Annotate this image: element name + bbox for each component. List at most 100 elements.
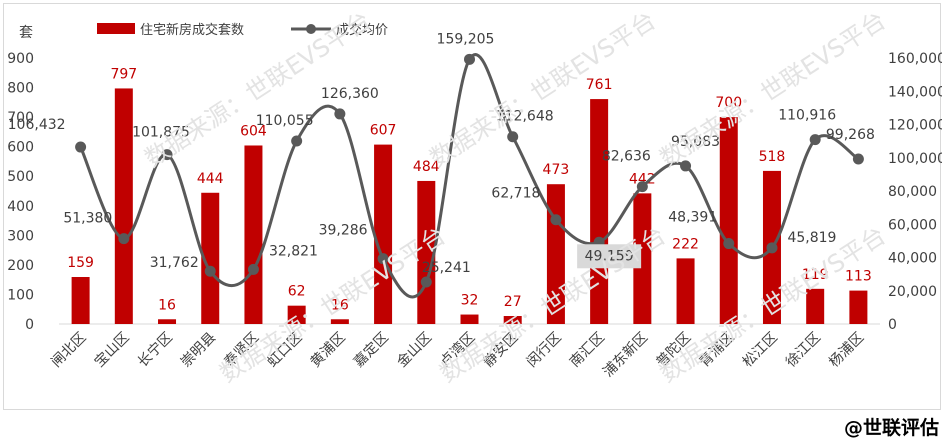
line-value-label: 106,432 (8, 117, 66, 133)
category-label: 浦东新区 (600, 330, 651, 381)
bar-value-label: 16 (158, 297, 176, 313)
bar-value-label: 473 (543, 162, 570, 178)
left-axis-tick: 800 (7, 81, 34, 97)
category-label: 南汇区 (567, 330, 608, 371)
price-point (550, 214, 562, 226)
bar (676, 258, 695, 324)
left-axis-tick: 900 (7, 51, 34, 67)
chart-area: 0 100 200 300 400 500 600 700 800 900 套 0 20,000 40,0… (3, 3, 942, 410)
category-label: 闵行区 (524, 330, 565, 371)
line-value-label: 31,762 (150, 255, 199, 271)
price-point (507, 131, 519, 143)
line-value-label: 25,241 (422, 260, 471, 276)
line-value-label: 32,821 (269, 243, 318, 259)
line-value-label: 110,055 (256, 113, 314, 129)
bar (633, 193, 652, 324)
price-point (852, 153, 864, 165)
line-value-label: 126,360 (321, 86, 379, 102)
bar-value-label: 797 (110, 66, 137, 82)
right-axis-tick: 40,000 (888, 251, 937, 267)
right-axis-tick: 120,000 (888, 118, 942, 134)
bar-value-label: 518 (759, 149, 786, 165)
bar (417, 180, 436, 324)
category-label: 杨浦区 (826, 330, 867, 371)
bar (114, 88, 133, 324)
bar-value-label: 607 (370, 123, 397, 139)
price-point (161, 149, 173, 161)
price-point (247, 263, 259, 275)
bar (503, 316, 522, 324)
bar-value-label: 604 (240, 123, 267, 139)
bar-value-label: 222 (672, 236, 699, 252)
legend-label-line: 成交均价 (336, 22, 388, 38)
price-point (464, 53, 475, 65)
right-axis-tick: 100,000 (888, 151, 942, 167)
price-point (377, 253, 389, 265)
brand-label: @世联评估 (843, 417, 939, 439)
left-axis-tick: 500 (7, 169, 34, 185)
bar (287, 305, 306, 324)
line-value-label: 62,718 (491, 186, 540, 202)
bar-value-label: 32 (461, 293, 479, 309)
price-point (334, 108, 346, 120)
legend-swatch-marker (306, 24, 316, 34)
highlight-box (577, 244, 642, 269)
bar (590, 99, 609, 325)
right-axis-tick: 80,000 (888, 184, 937, 200)
line-value-label: 82,636 (602, 149, 651, 165)
category-label: 黄浦区 (307, 329, 349, 371)
bar (719, 117, 738, 324)
category-label: 松江区 (740, 330, 781, 371)
bar-value-label: 16 (331, 297, 349, 313)
bar-value-label: 119 (802, 267, 829, 283)
line-value-label: 45,819 (787, 230, 836, 246)
left-axis-tick: 200 (7, 258, 34, 274)
line-value-label: 99,268 (826, 127, 875, 143)
price-point (420, 276, 432, 288)
right-axis-tick: 60,000 (888, 217, 937, 233)
bar (374, 144, 393, 324)
left-axis-tick: 600 (7, 140, 34, 156)
bar-value-label: 113 (845, 269, 872, 285)
line-value-label: 39,286 (319, 223, 368, 239)
price-point (680, 160, 692, 172)
price-line (79, 53, 860, 299)
category-label: 虹口区 (264, 330, 305, 371)
bar (806, 288, 825, 324)
category-label: 崇明县 (178, 330, 219, 371)
right-axis-tick: 160,000 (888, 51, 942, 67)
bar (201, 192, 220, 324)
price-point (809, 134, 821, 146)
left-axis-tick: 300 (7, 228, 34, 244)
bar (330, 319, 349, 324)
left-axis-tick: 700 (7, 110, 34, 126)
left-axis-tick: 400 (7, 199, 34, 215)
left-axis-unit: 套 (19, 25, 33, 41)
bar-value-label: 62 (288, 284, 306, 300)
bar-value-label: 159 (67, 255, 94, 271)
category-label: 静安区 (481, 330, 522, 371)
bar (546, 184, 565, 324)
price-point (118, 233, 130, 245)
bar-value-label: 27 (504, 294, 522, 310)
combo-chart: 0 100 200 300 400 500 600 700 800 900 套 0 20,000 40,0… (7, 22, 942, 381)
line-value-label: 49,159 (585, 248, 634, 264)
category-label: 嘉定区 (351, 330, 392, 371)
bar (849, 290, 868, 324)
price-point (204, 265, 216, 277)
legend-label-bars: 住宅新房成交套数 (140, 22, 244, 38)
bar (460, 314, 479, 324)
category-label: 徐江区 (783, 330, 824, 371)
category-label: 金山区 (394, 330, 435, 371)
bar-value-label: 484 (413, 159, 440, 175)
left-axis-tick: 100 (7, 287, 34, 303)
price-point (291, 135, 303, 147)
right-axis-tick: 20,000 (888, 284, 937, 300)
bar (71, 277, 90, 324)
bar-value-label: 444 (197, 171, 224, 187)
bar-value-label: 442 (629, 171, 656, 187)
category-label: 普陀区 (653, 330, 694, 371)
line-value-label: 112,648 (496, 109, 554, 125)
line-value-label: 110,916 (778, 108, 836, 124)
line-value-label: 95,083 (671, 134, 720, 150)
